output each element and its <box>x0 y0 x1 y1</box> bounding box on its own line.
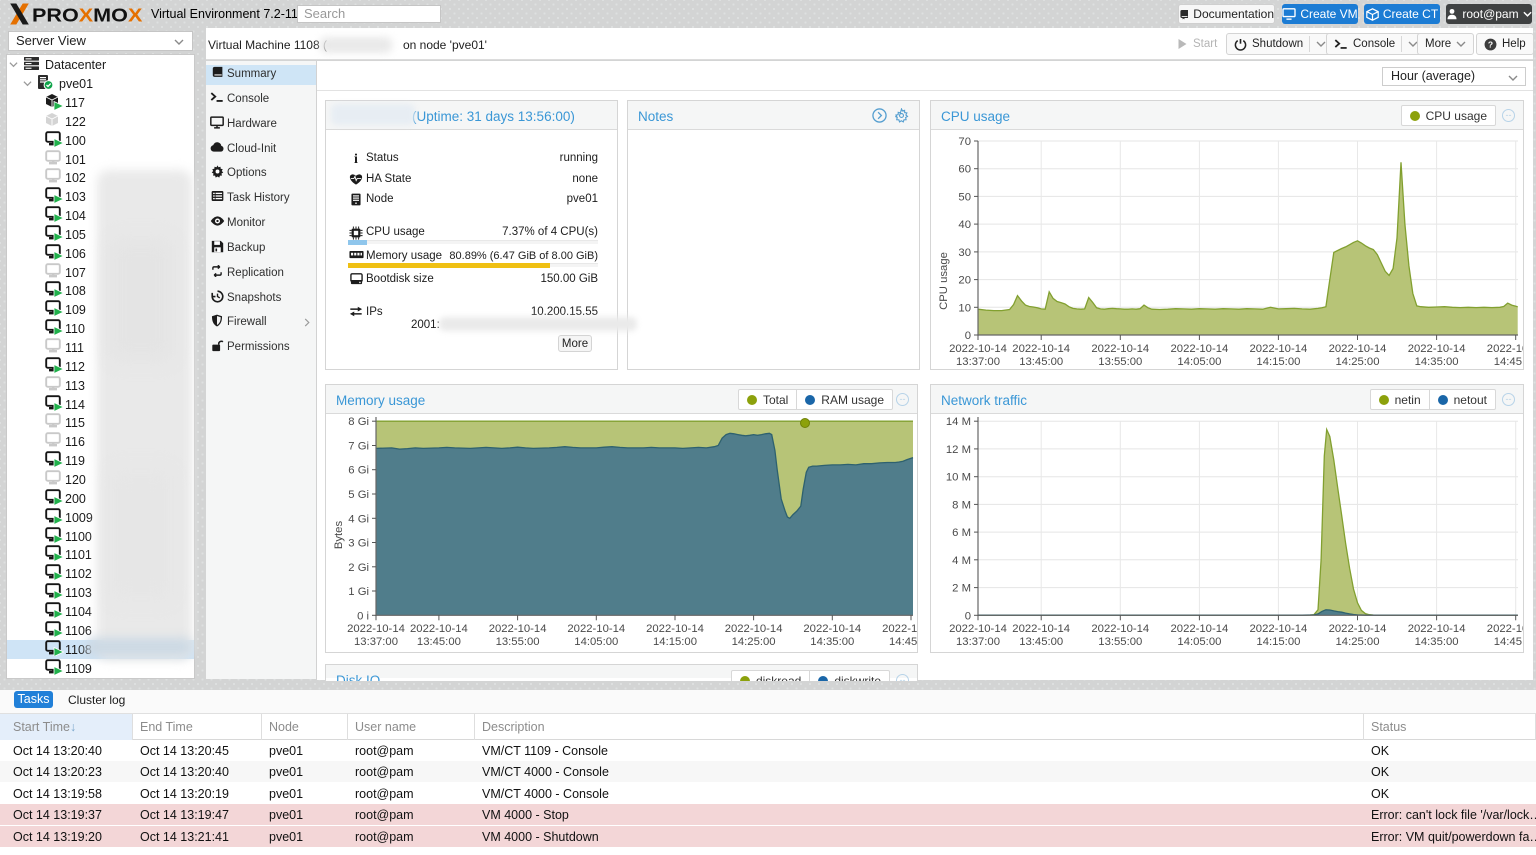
svg-text:14:45:00: 14:45:00 <box>889 636 918 648</box>
svg-text:2022-10-14: 2022-10-14 <box>1012 343 1070 355</box>
svg-text:10 M: 10 M <box>946 472 971 484</box>
svg-text:2022-10-14: 2022-10-14 <box>1091 623 1149 635</box>
svg-text:14:45:00: 14:45:00 <box>1494 636 1524 648</box>
svg-text:2022-10-14: 2022-10-14 <box>1487 623 1524 635</box>
svg-text:70: 70 <box>958 136 971 148</box>
svg-text:Bytes: Bytes <box>333 521 345 550</box>
svg-text:13:45:00: 13:45:00 <box>1019 636 1063 648</box>
svg-text:2022-10-14: 2022-10-14 <box>1329 343 1387 355</box>
svg-text:CPU usage: CPU usage <box>938 252 950 310</box>
svg-text:5 Gi: 5 Gi <box>348 489 369 501</box>
svg-text:14:05:00: 14:05:00 <box>1177 636 1221 648</box>
svg-text:1 Gi: 1 Gi <box>348 586 369 598</box>
svg-text:14:25:00: 14:25:00 <box>732 636 776 648</box>
svg-text:8 Gi: 8 Gi <box>348 416 369 428</box>
svg-text:13:37:00: 13:37:00 <box>354 636 398 648</box>
svg-text:14:35:00: 14:35:00 <box>1415 356 1459 368</box>
svg-text:14:15:00: 14:15:00 <box>1256 356 1300 368</box>
svg-text:?: ? <box>1488 39 1493 49</box>
svg-text:2022-10-14: 2022-10-14 <box>1250 343 1308 355</box>
svg-text:2022-10-14: 2022-10-14 <box>347 623 405 635</box>
svg-text:2022-10-14: 2022-10-14 <box>725 623 783 635</box>
svg-text:6 Gi: 6 Gi <box>348 465 369 477</box>
svg-text:0: 0 <box>965 330 971 342</box>
svg-text:13:45:00: 13:45:00 <box>417 636 461 648</box>
svg-text:13:37:00: 13:37:00 <box>956 636 1000 648</box>
svg-text:14 M: 14 M <box>946 416 971 428</box>
svg-text:14:25:00: 14:25:00 <box>1336 636 1380 648</box>
svg-text:2022-10-14: 2022-10-14 <box>1408 623 1466 635</box>
svg-text:2022-10-14: 2022-10-14 <box>949 623 1007 635</box>
svg-text:14:25:00: 14:25:00 <box>1336 356 1380 368</box>
svg-text:30: 30 <box>958 247 971 259</box>
svg-text:2 M: 2 M <box>952 583 971 595</box>
svg-text:13:45:00: 13:45:00 <box>1019 356 1063 368</box>
svg-text:20: 20 <box>958 275 971 287</box>
svg-text:2022-10-14: 2022-10-14 <box>803 623 861 635</box>
svg-text:2022-10-14: 2022-10-14 <box>567 623 625 635</box>
svg-text:8 M: 8 M <box>952 499 971 511</box>
svg-text:14:45:00: 14:45:00 <box>1494 356 1524 368</box>
svg-text:3 Gi: 3 Gi <box>348 538 369 550</box>
svg-text:60: 60 <box>958 164 971 176</box>
svg-text:2022-10-14: 2022-10-14 <box>882 623 918 635</box>
svg-text:4 M: 4 M <box>952 555 971 567</box>
svg-text:2022-10-14: 2022-10-14 <box>1091 343 1149 355</box>
svg-text:14:15:00: 14:15:00 <box>653 636 697 648</box>
svg-text:2022-10-14: 2022-10-14 <box>1487 343 1524 355</box>
svg-text:13:37:00: 13:37:00 <box>956 356 1000 368</box>
svg-text:2 Gi: 2 Gi <box>348 562 369 574</box>
svg-text:13:55:00: 13:55:00 <box>1098 636 1142 648</box>
svg-text:2022-10-14: 2022-10-14 <box>1171 623 1229 635</box>
svg-text:40: 40 <box>958 219 971 231</box>
svg-text:2022-10-14: 2022-10-14 <box>1171 343 1229 355</box>
svg-text:14:05:00: 14:05:00 <box>574 636 618 648</box>
svg-text:PROXMOX: PROXMOX <box>32 6 143 25</box>
svg-text:14:35:00: 14:35:00 <box>810 636 854 648</box>
svg-text:0 i: 0 i <box>357 610 369 622</box>
svg-text:2022-10-14: 2022-10-14 <box>1012 623 1070 635</box>
svg-text:4 Gi: 4 Gi <box>348 513 369 525</box>
svg-text:13:55:00: 13:55:00 <box>496 636 540 648</box>
svg-text:50: 50 <box>958 191 971 203</box>
svg-text:2022-10-14: 2022-10-14 <box>646 623 704 635</box>
svg-text:2022-10-14: 2022-10-14 <box>1250 623 1308 635</box>
svg-text:0: 0 <box>965 610 971 622</box>
svg-text:6 M: 6 M <box>952 527 971 539</box>
svg-text:2022-10-14: 2022-10-14 <box>489 623 547 635</box>
svg-text:2022-10-14: 2022-10-14 <box>1329 623 1387 635</box>
svg-text:10: 10 <box>958 302 971 314</box>
svg-text:2022-10-14: 2022-10-14 <box>949 343 1007 355</box>
svg-text:14:35:00: 14:35:00 <box>1415 636 1459 648</box>
svg-text:13:55:00: 13:55:00 <box>1098 356 1142 368</box>
svg-text:14:15:00: 14:15:00 <box>1256 636 1300 648</box>
svg-text:2022-10-14: 2022-10-14 <box>1408 343 1466 355</box>
svg-text:14:05:00: 14:05:00 <box>1177 356 1221 368</box>
svg-text:12 M: 12 M <box>946 444 971 456</box>
svg-text:7 Gi: 7 Gi <box>348 441 369 453</box>
svg-text:2022-10-14: 2022-10-14 <box>410 623 468 635</box>
